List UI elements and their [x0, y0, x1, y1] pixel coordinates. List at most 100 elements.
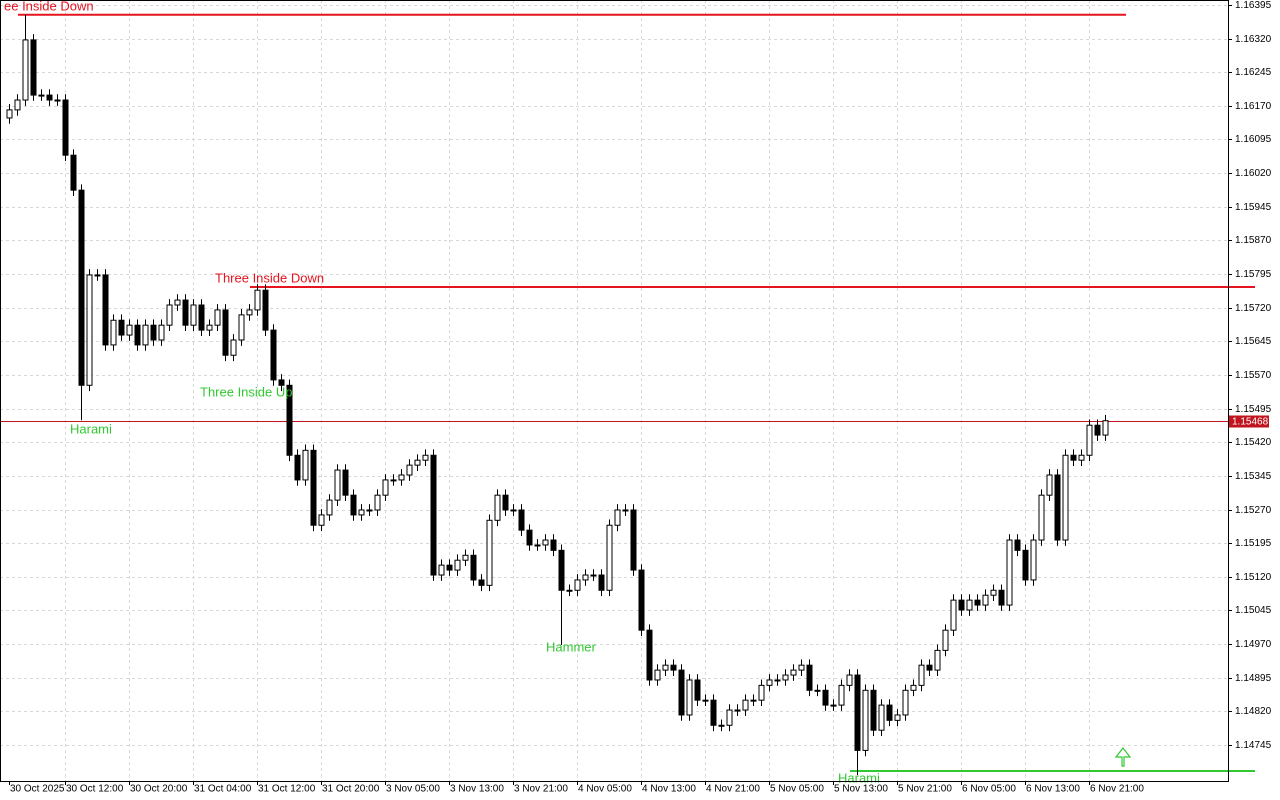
x-tick-label: 5 Nov 13:00 [834, 784, 888, 795]
current-price-label: 1.15468 [1232, 417, 1269, 428]
candle-body [46, 94, 53, 101]
candle-body [438, 564, 445, 576]
candle-body [1006, 539, 1013, 606]
candle-body [502, 494, 509, 511]
candle-body [670, 664, 677, 671]
candle-body [694, 679, 701, 701]
candle-body [550, 539, 557, 551]
candle-body [582, 574, 589, 581]
candle-body [454, 559, 461, 571]
candle-body [958, 599, 965, 611]
candle-body [798, 664, 805, 671]
candle-body [126, 324, 133, 336]
candle-body [862, 689, 869, 751]
candle-body [718, 724, 725, 727]
candle-body [470, 554, 477, 581]
candle-body [14, 99, 21, 111]
x-tick-label: 4 Nov 05:00 [578, 784, 632, 795]
pattern-label: Harami [838, 770, 880, 785]
candle-body [230, 339, 237, 356]
candle-body [1102, 420, 1109, 436]
candle-body [342, 469, 349, 496]
candle-body [782, 674, 789, 681]
candle-body [566, 589, 573, 592]
candle-body [54, 99, 61, 102]
candle-body [558, 549, 565, 591]
candle-body [366, 509, 373, 512]
candle-body [174, 299, 181, 306]
y-tick-label: 1.14895 [1235, 673, 1272, 684]
candle-body [302, 449, 309, 481]
candle-body [238, 314, 245, 341]
pattern-label: Harami [70, 421, 112, 436]
candle-body [278, 379, 285, 386]
candle-body [390, 479, 397, 482]
x-tick-label: 3 Nov 05:00 [386, 784, 440, 795]
candle-body [86, 274, 93, 386]
candle-body [654, 669, 661, 681]
y-tick-label: 1.16395 [1235, 0, 1272, 11]
candle-body [574, 579, 581, 591]
candles [6, 14, 1109, 776]
y-tick-label: 1.15570 [1235, 370, 1272, 381]
candle-body [62, 99, 69, 156]
candle-body [398, 474, 405, 481]
candle-body [518, 509, 525, 531]
candle-body [270, 329, 277, 381]
candle-body [318, 514, 325, 526]
levels [0, 13, 1255, 773]
candle-body [206, 324, 213, 331]
candle-body [166, 304, 173, 326]
candle-body [334, 469, 341, 501]
y-tick-label: 1.15045 [1235, 605, 1272, 616]
candle-body [1054, 474, 1061, 541]
y-tick-label: 1.15195 [1235, 538, 1272, 549]
candle-body [526, 529, 533, 546]
candle-body [134, 324, 141, 346]
y-tick-label: 1.15870 [1235, 235, 1272, 246]
candle-body [422, 454, 429, 461]
candle-body [70, 154, 77, 191]
candle-body [38, 94, 45, 97]
candle-body [662, 664, 669, 671]
candle-body [742, 699, 749, 711]
candle-body [886, 704, 893, 721]
candle-body [894, 714, 901, 721]
candle-body [30, 39, 37, 96]
x-tick-label: 5 Nov 05:00 [770, 784, 824, 795]
candle-body [1086, 424, 1093, 456]
candle-body [598, 574, 605, 591]
y-tick-label: 1.15795 [1235, 269, 1272, 280]
candle-body [910, 684, 917, 691]
candle-body [702, 699, 709, 702]
x-tick-label: 3 Nov 21:00 [514, 784, 568, 795]
candle-body [142, 324, 149, 346]
candle-body [814, 689, 821, 692]
candle-body [294, 454, 301, 481]
candle-body [374, 494, 381, 511]
pattern-label: Three Inside Down [215, 270, 324, 285]
x-tick-label: 31 Oct 20:00 [322, 784, 380, 795]
x-tick-label: 31 Oct 04:00 [194, 784, 252, 795]
pattern-label: ee Inside Down [4, 0, 94, 13]
candle-body [750, 699, 757, 702]
candle-body [614, 509, 621, 526]
candle-body [622, 509, 629, 512]
x-tick-label: 6 Nov 13:00 [1026, 784, 1080, 795]
candle-body [1046, 474, 1053, 496]
candle-body [806, 664, 813, 691]
candle-body [254, 289, 261, 311]
y-tick-label: 1.15645 [1235, 336, 1272, 347]
candle-body [630, 509, 637, 571]
candle-body [534, 544, 541, 547]
y-tick-label: 1.14970 [1235, 639, 1272, 650]
candle-body [950, 599, 957, 631]
up-arrow [1114, 747, 1132, 767]
candle-body [934, 649, 941, 671]
x-tick-label: 30 Oct 2025 [10, 784, 65, 795]
x-tick-label: 6 Nov 21:00 [1090, 784, 1144, 795]
candle-body [262, 289, 269, 331]
candle-body [974, 599, 981, 606]
candle-body [310, 449, 317, 526]
